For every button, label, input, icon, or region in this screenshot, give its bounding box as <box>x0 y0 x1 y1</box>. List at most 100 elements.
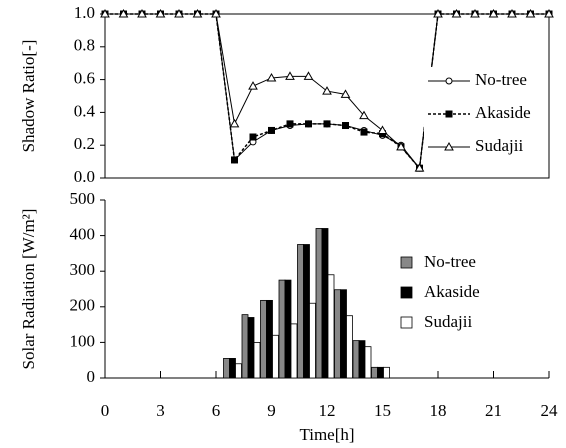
bar <box>340 289 347 379</box>
y-tick-label: 200 <box>70 296 96 315</box>
bar <box>253 341 261 379</box>
y-tick-label: 0.4 <box>74 101 96 120</box>
bar <box>241 314 249 379</box>
y-tick-label: 500 <box>70 189 96 208</box>
point <box>360 128 368 136</box>
legend-marker <box>445 77 453 85</box>
x-axis-label: Time[h] <box>299 425 354 444</box>
bar <box>371 366 378 379</box>
point <box>248 81 258 90</box>
point <box>192 8 203 18</box>
y-tick-label: 0.8 <box>74 36 95 55</box>
point <box>100 8 110 18</box>
y-axis-label: Solar Radiation [W/m²] <box>19 209 38 370</box>
point <box>211 8 221 18</box>
point <box>451 8 462 18</box>
point <box>433 8 443 18</box>
point <box>231 156 238 164</box>
x-tick-label: 6 <box>212 401 221 420</box>
point <box>414 163 425 172</box>
bar <box>377 366 384 379</box>
x-tick-label: 12 <box>319 401 336 420</box>
x-tick-label: 3 <box>156 401 165 420</box>
point <box>470 8 480 18</box>
y-tick-label: 0 <box>87 367 96 386</box>
bar <box>266 299 273 379</box>
bar <box>290 323 298 379</box>
y-tick-label: 100 <box>70 331 96 350</box>
legend-label: No-tree <box>475 70 527 89</box>
legend-marker <box>444 141 454 151</box>
x-tick-label: 18 <box>430 401 447 420</box>
bar <box>260 299 267 379</box>
legend-swatch <box>400 286 413 299</box>
bar <box>235 363 242 379</box>
bar <box>315 228 323 379</box>
point <box>342 122 349 130</box>
point <box>305 120 312 128</box>
bar <box>223 358 230 379</box>
y-tick-label: 0.6 <box>74 69 95 88</box>
bar <box>272 334 279 379</box>
legend-label: Akaside <box>475 103 531 122</box>
legend-box <box>424 67 544 170</box>
bar <box>284 279 292 379</box>
bar <box>229 358 236 379</box>
point <box>268 126 275 134</box>
legend-label: Sudajii <box>424 312 472 331</box>
point <box>303 71 314 80</box>
point <box>174 8 184 18</box>
point <box>507 8 517 18</box>
x-tick-label: 9 <box>267 401 276 420</box>
legend-swatch <box>400 316 413 329</box>
point <box>323 120 331 128</box>
point <box>285 71 295 80</box>
bar <box>309 302 316 379</box>
y-tick-label: 0.0 <box>74 167 95 186</box>
point <box>266 72 277 82</box>
y-tick-label: 0.2 <box>74 134 95 153</box>
legend-marker <box>445 110 453 118</box>
point <box>249 133 257 141</box>
point <box>229 118 240 128</box>
bar <box>303 244 310 379</box>
bar <box>327 274 335 379</box>
bar <box>383 366 390 379</box>
x-tick-label: 0 <box>101 401 110 420</box>
bar <box>321 228 329 379</box>
bar <box>346 315 353 379</box>
point <box>286 120 294 128</box>
bar <box>247 317 255 379</box>
bar <box>297 244 304 379</box>
legend-label: Sudajii <box>475 136 523 155</box>
legend-swatch <box>400 256 413 269</box>
point <box>488 8 499 18</box>
bar <box>364 346 372 379</box>
point <box>155 8 166 18</box>
y-tick-label: 1.0 <box>74 3 95 22</box>
x-tick-label: 15 <box>374 401 391 420</box>
legend-label: No-tree <box>424 252 476 271</box>
point <box>340 89 351 98</box>
legend-label: Akaside <box>424 282 480 301</box>
x-tick-label: 24 <box>541 401 559 420</box>
point <box>322 86 332 95</box>
y-tick-label: 300 <box>70 260 96 279</box>
y-tick-label: 400 <box>70 225 96 244</box>
point <box>396 141 406 151</box>
x-tick-label: 21 <box>485 401 502 420</box>
point <box>525 8 536 18</box>
point <box>377 125 388 134</box>
y-axis-label: Shadow Ratio[-] <box>19 40 38 153</box>
bar <box>352 340 360 379</box>
point <box>137 8 147 18</box>
point <box>359 110 369 120</box>
bar <box>278 279 286 379</box>
bar <box>358 340 366 379</box>
point <box>544 8 554 18</box>
bar <box>334 289 341 379</box>
point <box>118 8 129 18</box>
plot-frame <box>104 13 550 179</box>
